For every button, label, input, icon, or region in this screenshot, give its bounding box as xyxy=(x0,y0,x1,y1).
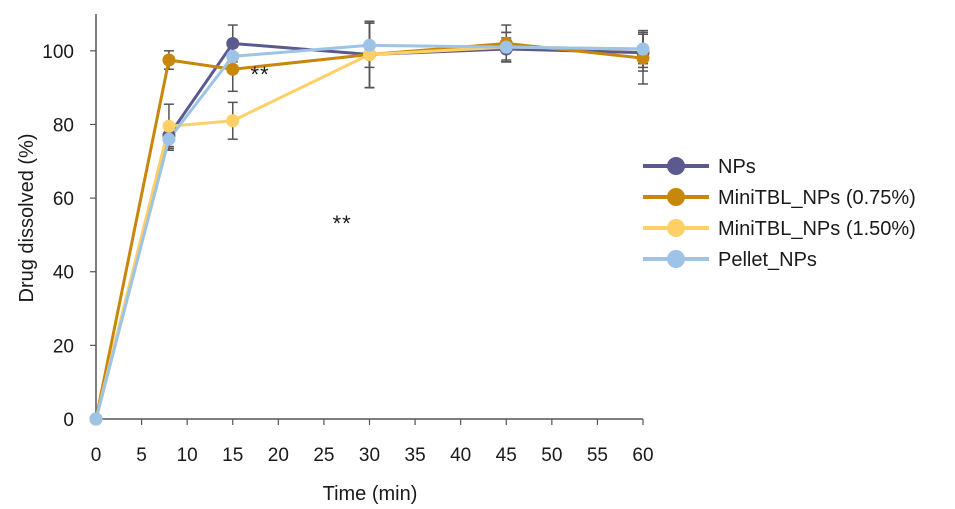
y-tick-label: 100 xyxy=(42,42,74,63)
x-tick-label: 40 xyxy=(450,445,471,466)
data-point xyxy=(89,412,103,426)
data-point xyxy=(226,114,240,128)
y-tick-label: 60 xyxy=(53,189,74,210)
series-line xyxy=(94,43,644,420)
x-tick-label: 5 xyxy=(136,445,147,466)
series-lines xyxy=(89,36,650,426)
series-line xyxy=(94,45,644,420)
axes: 0 5 10 15 20 25 30 35 40 45 50 55 60 0 20 40 60 80 100 xyxy=(42,14,654,466)
legend-swatch-marker xyxy=(667,188,685,206)
x-axis-title: Time (min) xyxy=(323,483,418,505)
data-point xyxy=(226,36,240,50)
x-tick-label: 30 xyxy=(359,445,380,466)
x-tick-label: 60 xyxy=(632,445,653,466)
legend-label: Pellet_NPs xyxy=(718,249,817,271)
annotations: ** ** xyxy=(251,62,352,236)
data-point xyxy=(226,62,240,76)
data-point xyxy=(226,49,240,63)
significance-annotation: ** xyxy=(333,211,352,236)
series-line xyxy=(94,41,644,420)
legend-label: NPs xyxy=(718,156,756,178)
y-tick-label: 40 xyxy=(53,263,74,284)
x-tick-label: 35 xyxy=(405,445,426,466)
legend-swatch-marker xyxy=(667,219,685,237)
x-tick-label: 50 xyxy=(541,445,562,466)
data-point xyxy=(363,38,376,52)
legend-label: MiniTBL_NPs (1.50%) xyxy=(718,218,916,240)
y-tick-label: 0 xyxy=(63,410,74,431)
x-tick-label: 25 xyxy=(313,445,334,466)
data-point xyxy=(636,51,650,65)
data-point xyxy=(636,42,650,56)
legend-swatch-marker xyxy=(667,157,685,175)
y-tick-label: 20 xyxy=(53,336,74,357)
x-tick-label: 15 xyxy=(222,445,243,466)
data-point xyxy=(162,119,176,133)
y-tick-label: 80 xyxy=(53,115,74,136)
data-point xyxy=(499,40,513,54)
series-line xyxy=(94,41,644,420)
x-tick-label: 45 xyxy=(496,445,517,466)
y-axis-title: Drug dissolved (%) xyxy=(16,134,38,303)
x-tick-label: 55 xyxy=(587,445,608,466)
x-tick-label: 10 xyxy=(177,445,198,466)
significance-annotation: ** xyxy=(251,62,270,87)
legend-swatch-marker xyxy=(667,250,685,268)
data-point xyxy=(162,132,176,146)
legend: NPs MiniTBL_NPs (0.75%) MiniTBL_NPs (1.50%… xyxy=(643,156,916,271)
x-tick-label: 20 xyxy=(268,445,289,466)
data-point xyxy=(162,53,176,67)
x-tick-label: 0 xyxy=(91,445,102,466)
data-point xyxy=(363,48,376,61)
legend-label: MiniTBL_NPs (0.75%) xyxy=(718,187,916,209)
